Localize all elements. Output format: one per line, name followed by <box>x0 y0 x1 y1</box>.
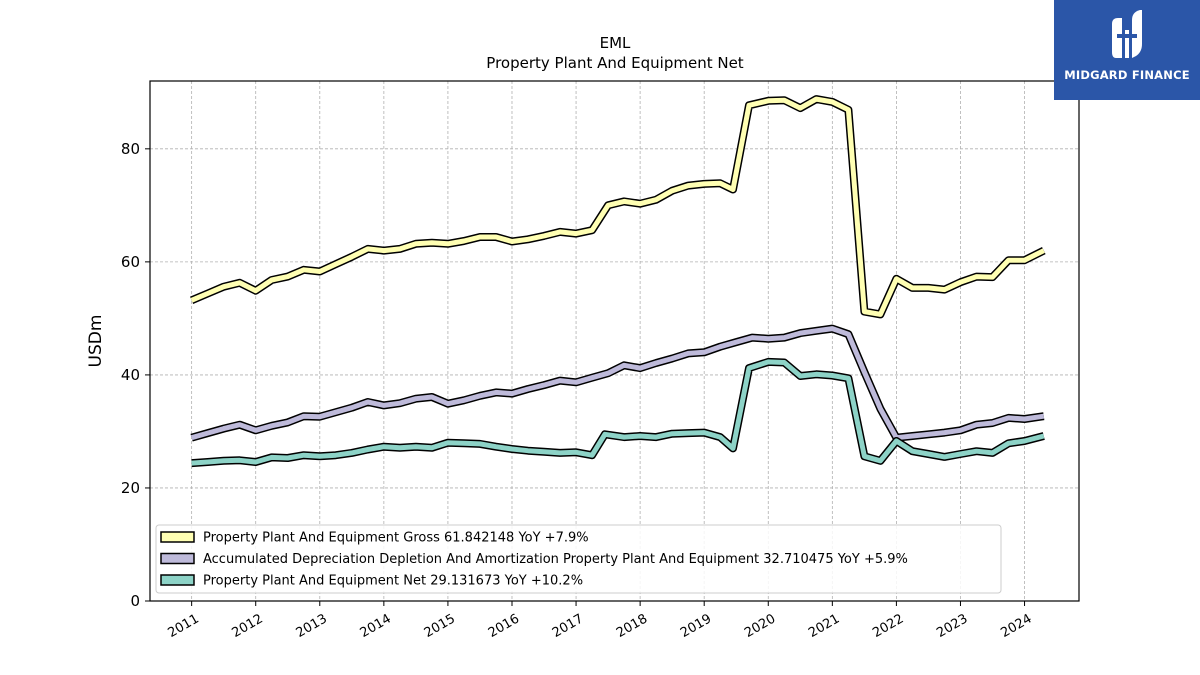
x-tick-label: 2023 <box>934 611 970 641</box>
x-tick-label: 2014 <box>358 611 394 641</box>
series-lines <box>190 95 1046 468</box>
y-axis-label: USDm <box>86 315 106 368</box>
series-fill <box>191 359 1045 466</box>
legend-swatch <box>160 574 195 586</box>
y-axis: 0 20 40 60 80 <box>121 140 150 610</box>
legend-entry: Accumulated Depreciation Depletion And A… <box>203 552 908 567</box>
legend-entry: Property Plant And Equipment Net 29.1316… <box>203 574 583 589</box>
y-tick-label: 40 <box>121 366 140 384</box>
y-tick-label: 0 <box>130 592 140 610</box>
chart-title: EML <box>600 34 631 52</box>
x-tick-label: 2011 <box>165 611 201 641</box>
x-tick-label: 2013 <box>294 611 330 641</box>
series-fill <box>190 326 1045 441</box>
series-line-2 <box>190 324 1045 442</box>
y-tick-label: 60 <box>121 253 140 271</box>
y-tick-label: 80 <box>121 140 140 158</box>
chart-subtitle: Property Plant And Equipment Net <box>486 54 743 72</box>
legend-swatch <box>160 552 195 565</box>
x-tick-label: 2018 <box>614 611 650 641</box>
legend-frame <box>155 524 1002 594</box>
x-tick-label: 2019 <box>678 611 714 641</box>
x-axis: 2011 2012 2013 2014 2015 2016 2017 2018 2019 2020… <box>165 601 1035 641</box>
brand-name: MIDGARD FINANCE <box>1064 68 1190 82</box>
brand-mark-icon <box>1112 10 1142 58</box>
x-tick-label: 2015 <box>422 611 458 641</box>
y-tick-label: 20 <box>121 479 140 497</box>
legend: Property Plant And Equipment Gross 61.84… <box>155 524 1002 594</box>
x-tick-label: 2024 <box>998 611 1034 641</box>
x-tick-label: 2017 <box>550 611 586 641</box>
x-tick-label: 2012 <box>230 611 266 641</box>
x-tick-label: 2020 <box>742 611 778 641</box>
x-tick-label: 2022 <box>870 611 906 641</box>
x-tick-label: 2016 <box>486 611 522 641</box>
x-tick-label: 2021 <box>806 611 842 641</box>
series-line-1 <box>190 95 1046 319</box>
brand-logo: MIDGARD FINANCE <box>1054 0 1200 100</box>
series-fill <box>190 96 1045 317</box>
grid <box>150 81 1079 602</box>
plot-frame <box>149 80 1080 602</box>
legend-swatch <box>160 531 195 543</box>
series-line-3 <box>191 357 1045 468</box>
legend-entry: Property Plant And Equipment Gross 61.84… <box>203 531 589 546</box>
